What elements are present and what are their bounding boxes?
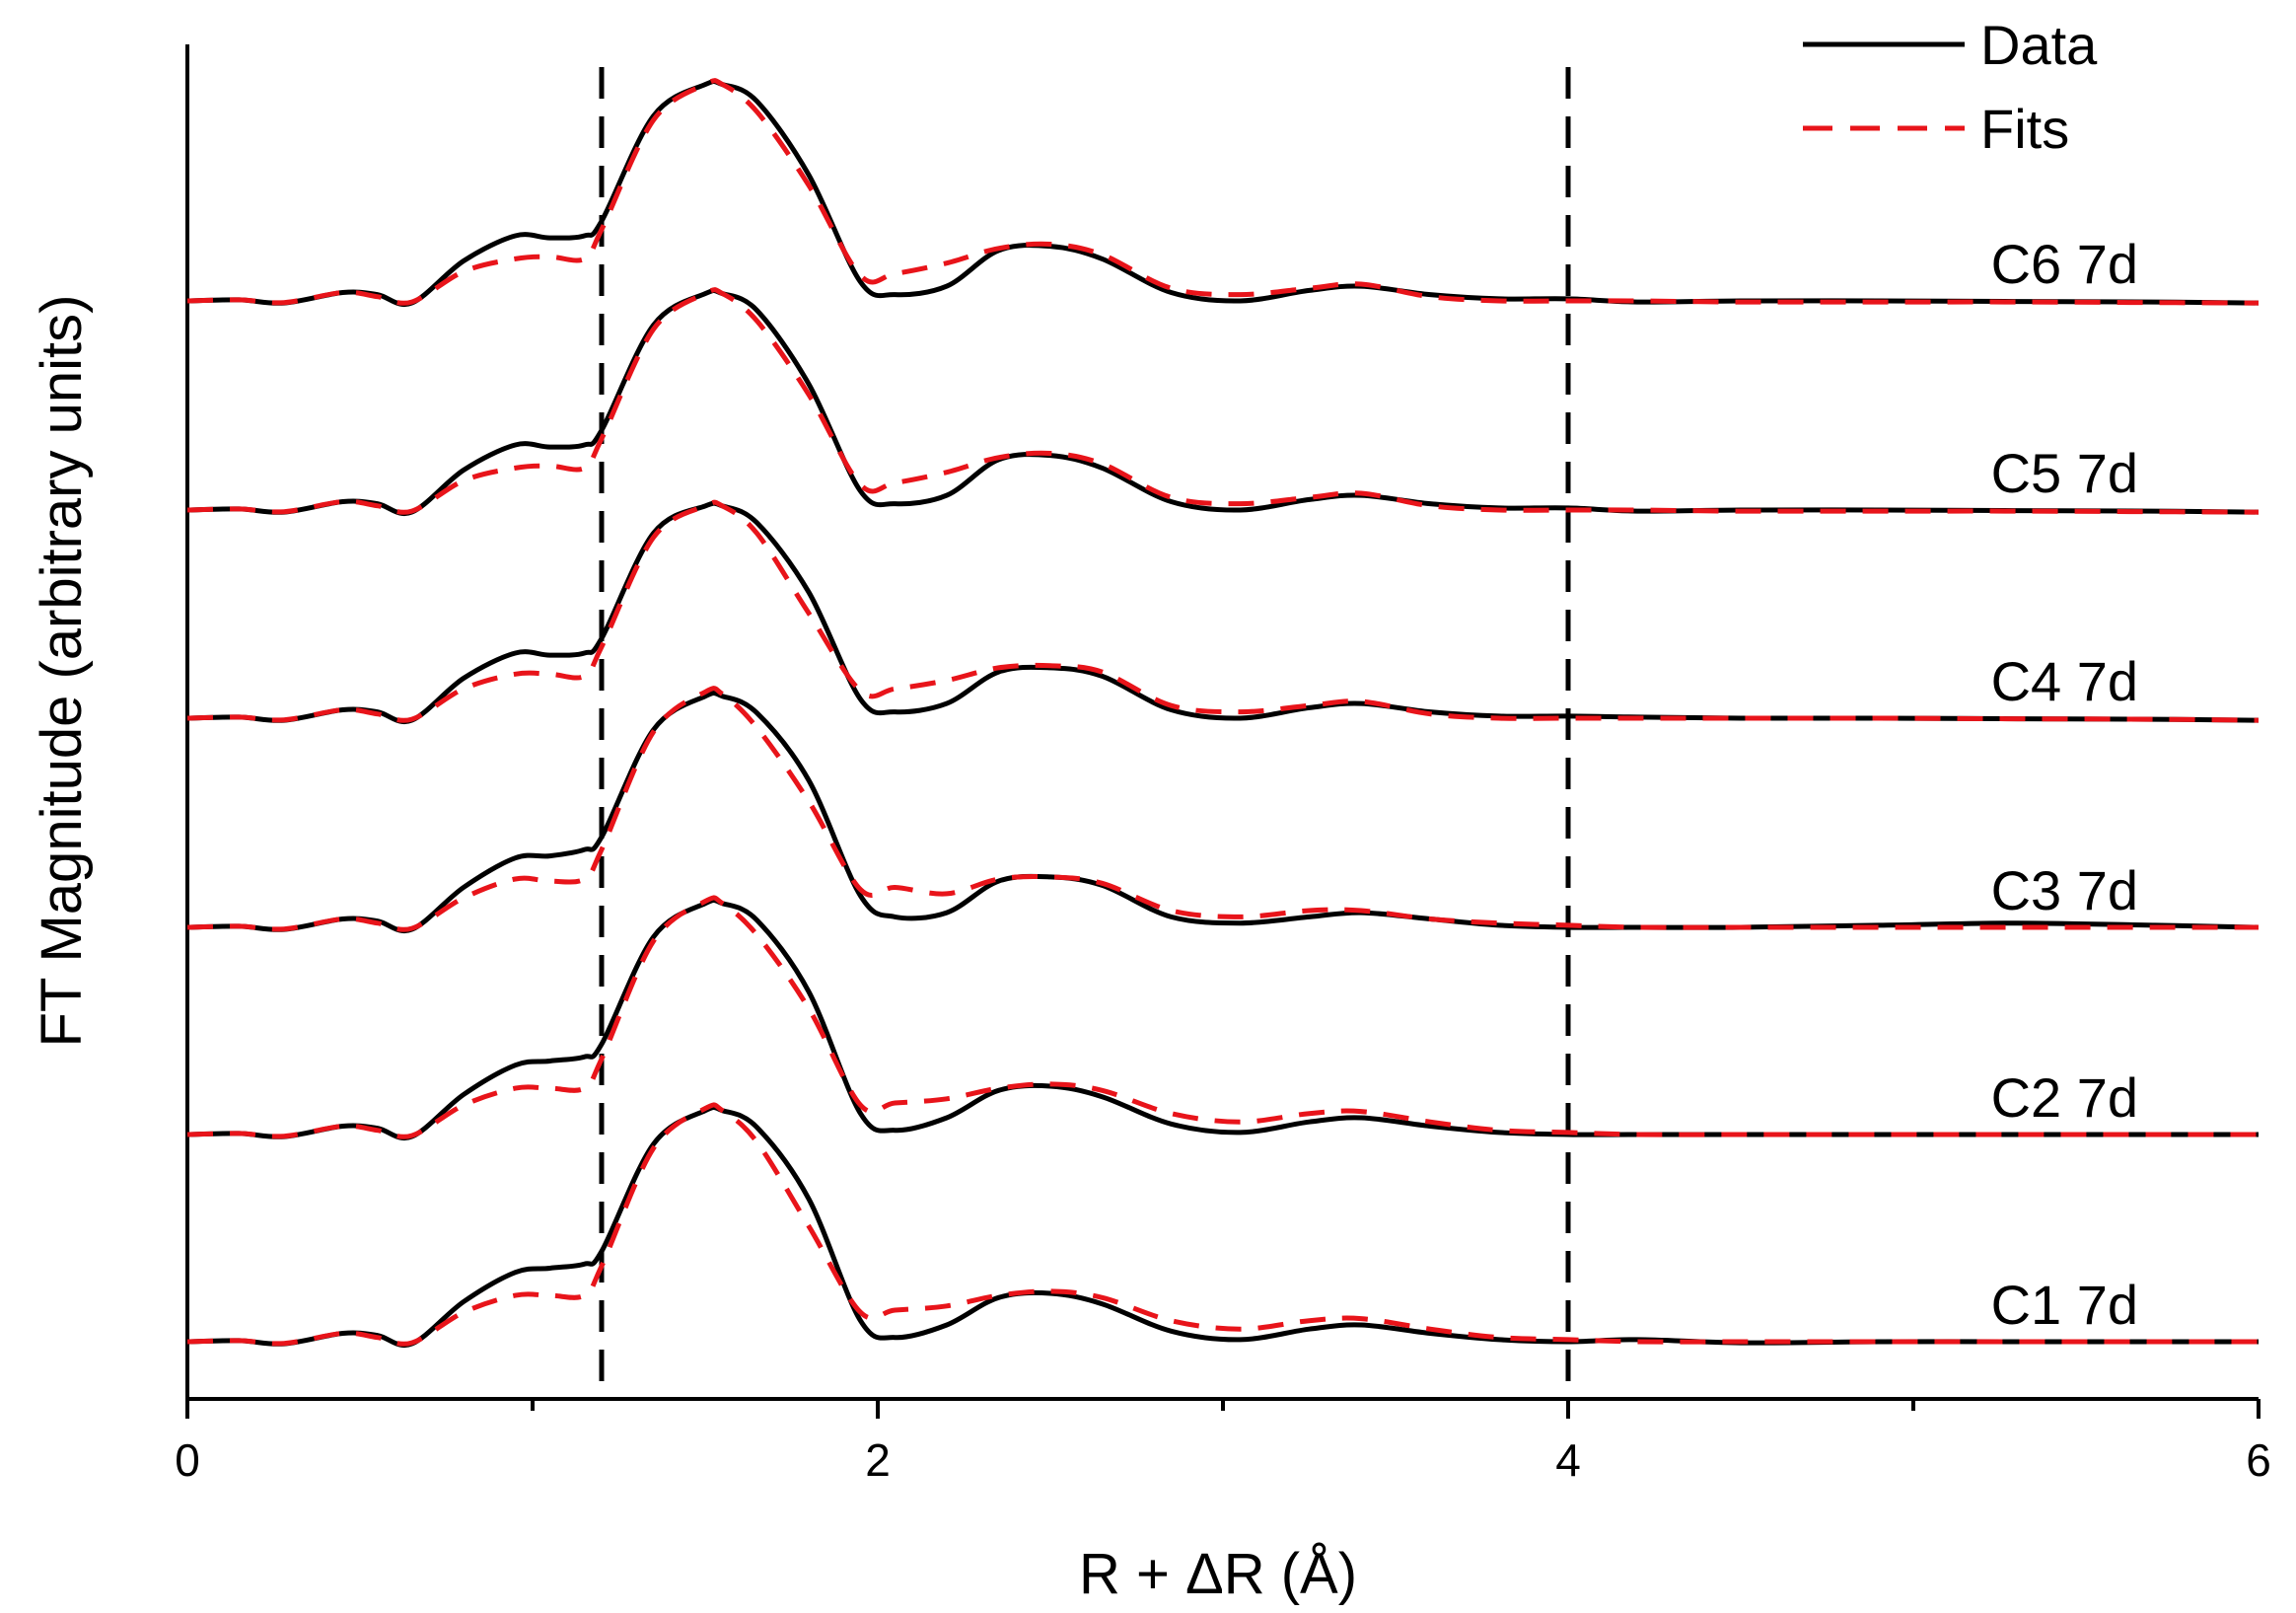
series-group: C6 7d C5 7d C4 7d C3 7d C2 7d C1 7d bbox=[186, 78, 2260, 1348]
x-tick-label-6: 6 bbox=[2246, 1434, 2271, 1486]
series-c2-7d: C2 7d bbox=[186, 895, 2259, 1140]
x-axis-title: R + ΔR (Å) bbox=[1079, 1542, 1357, 1606]
series-label: C1 7d bbox=[1991, 1274, 2138, 1336]
data-line bbox=[186, 897, 2259, 1140]
data-line bbox=[186, 500, 2260, 724]
fit-line bbox=[186, 287, 2260, 515]
series-c6-7d: C6 7d bbox=[186, 78, 2260, 307]
series-label: C4 7d bbox=[1991, 650, 2138, 712]
series-c3-7d: C3 7d bbox=[186, 686, 2260, 933]
x-ticks: 0 2 4 6 bbox=[175, 1399, 2271, 1486]
fit-line bbox=[186, 1102, 2259, 1347]
data-line bbox=[186, 1104, 2259, 1348]
legend-label-fits: Fits bbox=[1980, 98, 2069, 160]
x-tick-label-0: 0 bbox=[175, 1434, 200, 1486]
fit-line bbox=[186, 895, 2259, 1139]
x-tick-label-2: 2 bbox=[865, 1434, 891, 1486]
legend-label-data: Data bbox=[1980, 14, 2098, 76]
axes: 0 2 4 6 bbox=[175, 44, 2271, 1486]
series-c5-7d: C5 7d bbox=[186, 287, 2260, 516]
fit-line bbox=[186, 686, 2259, 932]
reference-lines bbox=[599, 67, 1571, 1399]
data-line bbox=[186, 690, 2260, 933]
legend: Data Fits bbox=[1803, 14, 2098, 160]
series-label: C5 7d bbox=[1991, 442, 2138, 504]
fit-line bbox=[186, 499, 2260, 723]
series-label: C3 7d bbox=[1991, 859, 2138, 921]
y-axis-title: FT Magnitude (arbitrary units) bbox=[30, 295, 94, 1048]
series-c4-7d: C4 7d bbox=[186, 499, 2260, 724]
data-line bbox=[186, 288, 2260, 516]
x-tick-label-4: 4 bbox=[1555, 1434, 1581, 1486]
data-line bbox=[186, 79, 2260, 307]
series-c1-7d: C1 7d bbox=[186, 1102, 2259, 1348]
series-label: C6 7d bbox=[1991, 233, 2138, 295]
fit-line bbox=[186, 78, 2260, 306]
series-label: C2 7d bbox=[1991, 1066, 2138, 1129]
